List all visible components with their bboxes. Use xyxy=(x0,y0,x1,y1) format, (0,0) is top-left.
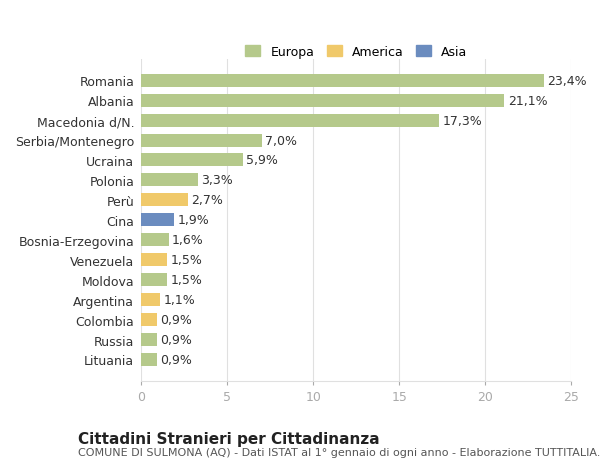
Bar xyxy=(141,95,505,107)
Bar xyxy=(141,174,198,187)
Bar xyxy=(141,114,439,127)
Bar xyxy=(141,313,157,326)
Text: 17,3%: 17,3% xyxy=(442,114,482,127)
Bar xyxy=(141,254,167,267)
Text: Cittadini Stranieri per Cittadinanza: Cittadini Stranieri per Cittadinanza xyxy=(78,431,380,446)
Text: COMUNE DI SULMONA (AQ) - Dati ISTAT al 1° gennaio di ogni anno - Elaborazione TU: COMUNE DI SULMONA (AQ) - Dati ISTAT al 1… xyxy=(78,448,600,457)
Text: 1,1%: 1,1% xyxy=(164,293,196,307)
Text: 3,3%: 3,3% xyxy=(202,174,233,187)
Bar xyxy=(141,74,544,88)
Text: 2,7%: 2,7% xyxy=(191,194,223,207)
Text: 1,9%: 1,9% xyxy=(178,214,209,227)
Text: 7,0%: 7,0% xyxy=(265,134,297,147)
Text: 23,4%: 23,4% xyxy=(547,74,587,88)
Text: 5,9%: 5,9% xyxy=(246,154,278,167)
Bar xyxy=(141,234,169,247)
Text: 0,9%: 0,9% xyxy=(160,353,192,366)
Bar xyxy=(141,134,262,147)
Legend: Europa, America, Asia: Europa, America, Asia xyxy=(241,40,472,63)
Text: 0,9%: 0,9% xyxy=(160,333,192,346)
Bar xyxy=(141,194,188,207)
Bar xyxy=(141,154,243,167)
Text: 21,1%: 21,1% xyxy=(508,95,547,107)
Text: 0,9%: 0,9% xyxy=(160,313,192,326)
Bar xyxy=(141,333,157,346)
Bar xyxy=(141,293,160,307)
Bar xyxy=(141,274,167,286)
Text: 1,5%: 1,5% xyxy=(170,274,202,286)
Bar xyxy=(141,214,174,227)
Text: 1,5%: 1,5% xyxy=(170,254,202,267)
Bar xyxy=(141,353,157,366)
Text: 1,6%: 1,6% xyxy=(172,234,204,247)
